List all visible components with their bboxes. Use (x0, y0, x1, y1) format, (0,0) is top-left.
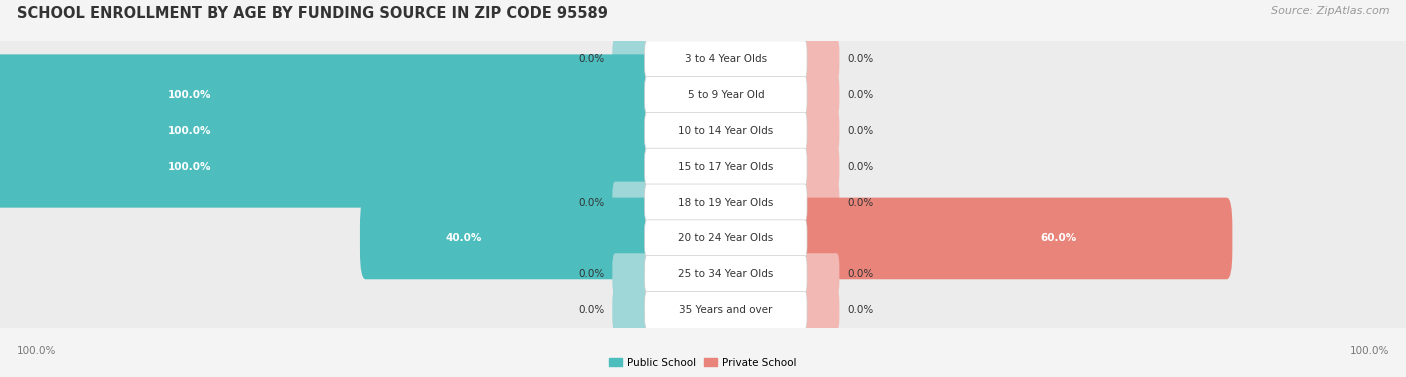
FancyBboxPatch shape (0, 228, 1406, 320)
FancyBboxPatch shape (0, 90, 652, 172)
FancyBboxPatch shape (801, 253, 839, 295)
Text: 20 to 24 Year Olds: 20 to 24 Year Olds (678, 233, 773, 244)
Text: 100.0%: 100.0% (169, 90, 211, 100)
FancyBboxPatch shape (0, 126, 652, 208)
FancyBboxPatch shape (360, 198, 652, 279)
FancyBboxPatch shape (613, 289, 650, 331)
FancyBboxPatch shape (0, 54, 652, 136)
Text: 0.0%: 0.0% (846, 126, 873, 136)
Legend: Public School, Private School: Public School, Private School (605, 354, 801, 372)
Text: 10 to 14 Year Olds: 10 to 14 Year Olds (678, 126, 773, 136)
Text: 0.0%: 0.0% (846, 162, 873, 172)
FancyBboxPatch shape (801, 182, 839, 224)
Text: 60.0%: 60.0% (1040, 233, 1076, 244)
Text: 40.0%: 40.0% (446, 233, 482, 244)
Text: 0.0%: 0.0% (578, 305, 605, 315)
FancyBboxPatch shape (0, 264, 1406, 356)
FancyBboxPatch shape (0, 49, 1406, 141)
Text: 15 to 17 Year Olds: 15 to 17 Year Olds (678, 162, 773, 172)
FancyBboxPatch shape (801, 38, 839, 80)
Text: 5 to 9 Year Old: 5 to 9 Year Old (688, 90, 763, 100)
Text: 0.0%: 0.0% (846, 54, 873, 64)
FancyBboxPatch shape (644, 41, 807, 78)
FancyBboxPatch shape (0, 121, 1406, 213)
Text: 0.0%: 0.0% (578, 198, 605, 208)
FancyBboxPatch shape (613, 253, 650, 295)
Text: 100.0%: 100.0% (1350, 346, 1389, 356)
FancyBboxPatch shape (644, 148, 807, 185)
Text: 18 to 19 Year Olds: 18 to 19 Year Olds (678, 198, 773, 208)
Text: 100.0%: 100.0% (169, 162, 211, 172)
FancyBboxPatch shape (0, 157, 1406, 248)
FancyBboxPatch shape (644, 220, 807, 257)
FancyBboxPatch shape (801, 289, 839, 331)
FancyBboxPatch shape (0, 14, 1406, 105)
Text: 100.0%: 100.0% (17, 346, 56, 356)
FancyBboxPatch shape (801, 110, 839, 152)
Text: 0.0%: 0.0% (846, 269, 873, 279)
Text: 35 Years and over: 35 Years and over (679, 305, 772, 315)
FancyBboxPatch shape (644, 184, 807, 221)
Text: 0.0%: 0.0% (846, 90, 873, 100)
Text: SCHOOL ENROLLMENT BY AGE BY FUNDING SOURCE IN ZIP CODE 95589: SCHOOL ENROLLMENT BY AGE BY FUNDING SOUR… (17, 6, 607, 21)
FancyBboxPatch shape (644, 291, 807, 329)
Text: 0.0%: 0.0% (846, 198, 873, 208)
Text: 0.0%: 0.0% (846, 305, 873, 315)
FancyBboxPatch shape (801, 74, 839, 116)
Text: 25 to 34 Year Olds: 25 to 34 Year Olds (678, 269, 773, 279)
FancyBboxPatch shape (613, 38, 650, 80)
FancyBboxPatch shape (644, 256, 807, 293)
FancyBboxPatch shape (644, 77, 807, 114)
FancyBboxPatch shape (801, 146, 839, 188)
Text: 0.0%: 0.0% (578, 54, 605, 64)
FancyBboxPatch shape (0, 193, 1406, 284)
Text: 100.0%: 100.0% (169, 126, 211, 136)
Text: 0.0%: 0.0% (578, 269, 605, 279)
Text: Source: ZipAtlas.com: Source: ZipAtlas.com (1271, 6, 1389, 16)
FancyBboxPatch shape (799, 198, 1232, 279)
Text: 3 to 4 Year Olds: 3 to 4 Year Olds (685, 54, 766, 64)
FancyBboxPatch shape (0, 85, 1406, 177)
FancyBboxPatch shape (644, 112, 807, 150)
FancyBboxPatch shape (613, 182, 650, 224)
